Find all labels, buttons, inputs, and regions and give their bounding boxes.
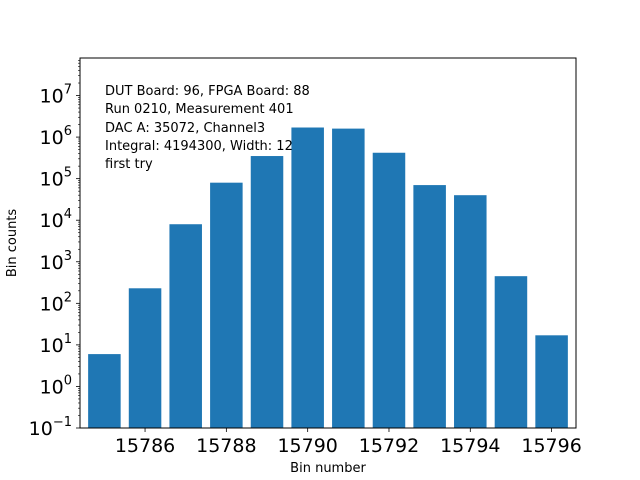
bar-15789 bbox=[250, 156, 284, 429]
bar-15796 bbox=[535, 335, 568, 428]
y-tick-label: 100 bbox=[40, 373, 72, 398]
bar-15795 bbox=[494, 276, 528, 428]
plot-frame bbox=[79, 57, 577, 429]
x-tick-label: 15796 bbox=[521, 435, 581, 457]
x-tick-label: 15790 bbox=[277, 435, 337, 457]
y-tick-label: 101 bbox=[40, 332, 72, 357]
bar-15790 bbox=[291, 127, 324, 428]
bar-15791 bbox=[332, 128, 365, 429]
y-axis-label: Bin counts bbox=[5, 209, 20, 278]
y-tick-label: 102 bbox=[40, 290, 72, 315]
x-axis-label: Bin number bbox=[290, 461, 366, 476]
annotation-line-note: first try bbox=[105, 157, 153, 172]
y-tick-label: 103 bbox=[40, 249, 72, 274]
y-tick-label: 10−1 bbox=[29, 415, 72, 440]
x-tick-label: 15794 bbox=[440, 435, 500, 457]
y-ticks: 10−1 100 101 102 103 104 105 106 107 bbox=[29, 60, 80, 440]
x-tick-label: 15792 bbox=[359, 435, 419, 457]
annotation-line-integral: Integral: 4194300, Width: 12 bbox=[105, 139, 293, 154]
y-tick-label: 106 bbox=[40, 124, 72, 149]
bar-15793 bbox=[413, 185, 446, 428]
x-tick-label: 15786 bbox=[115, 435, 175, 457]
annotation-block: DUT Board: 96, FPGA Board: 88 Run 0210, … bbox=[105, 84, 310, 172]
y-tick-label: 104 bbox=[40, 207, 72, 232]
annotation-line-dac: DAC A: 35072, Channel3 bbox=[105, 121, 265, 136]
bar-15786 bbox=[128, 288, 162, 428]
y-tick-label: 107 bbox=[40, 83, 72, 108]
bar-15792 bbox=[372, 152, 406, 428]
x-ticks: 15786 15788 15790 15792 15794 15796 bbox=[115, 428, 582, 457]
annotation-line-run: Run 0210, Measurement 401 bbox=[105, 102, 294, 117]
bar-15787 bbox=[169, 224, 202, 428]
annotation-line-board: DUT Board: 96, FPGA Board: 88 bbox=[105, 84, 310, 99]
bar-15794 bbox=[454, 195, 487, 428]
bar-15785 bbox=[88, 354, 121, 428]
bar-15788 bbox=[210, 182, 243, 428]
bars-layer bbox=[88, 127, 568, 429]
y-tick-label: 105 bbox=[40, 166, 72, 191]
x-tick-label: 15788 bbox=[196, 435, 256, 457]
